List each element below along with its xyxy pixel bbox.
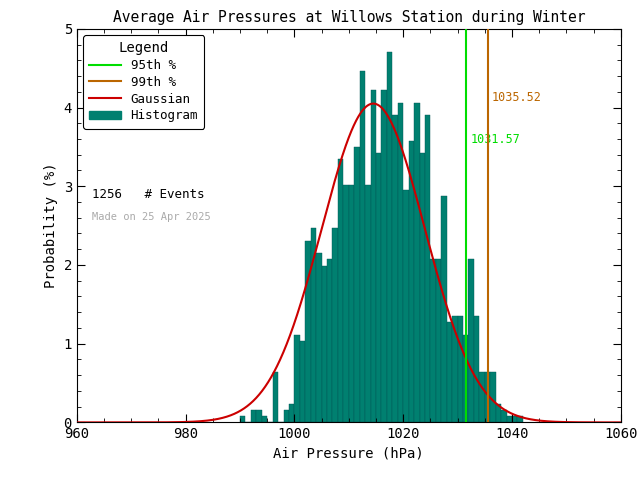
Bar [262, 416, 268, 422]
Bar [381, 90, 387, 422]
Bar [371, 90, 376, 422]
Text: 1035.52: 1035.52 [492, 91, 542, 104]
Bar [425, 115, 431, 422]
Bar [300, 341, 305, 422]
Legend: 95th %, 99th %, Gaussian, Histogram: 95th %, 99th %, Gaussian, Histogram [83, 35, 204, 129]
Bar [414, 103, 420, 422]
Bar [251, 410, 257, 422]
Text: 1256   # Events: 1256 # Events [92, 188, 205, 201]
Bar [392, 115, 398, 422]
Bar [360, 72, 365, 422]
Bar [447, 323, 452, 422]
Bar [420, 153, 425, 422]
Bar [257, 410, 262, 422]
Bar [349, 185, 355, 422]
Bar [398, 103, 403, 422]
Y-axis label: Probability (%): Probability (%) [44, 163, 58, 288]
Bar [344, 185, 349, 422]
Bar [409, 141, 414, 422]
Bar [376, 153, 381, 422]
Bar [333, 228, 338, 422]
Bar [403, 190, 409, 422]
Bar [512, 416, 518, 422]
Bar [431, 260, 436, 422]
Bar [284, 410, 289, 422]
Bar [479, 372, 485, 422]
Bar [289, 404, 294, 422]
Bar [311, 228, 316, 422]
Text: 1031.57: 1031.57 [470, 133, 520, 146]
Title: Average Air Pressures at Willows Station during Winter: Average Air Pressures at Willows Station… [113, 10, 585, 25]
Bar [273, 372, 278, 422]
Bar [468, 260, 474, 422]
Bar [485, 372, 490, 422]
Bar [442, 196, 447, 422]
Bar [240, 416, 246, 422]
Bar [316, 253, 322, 422]
Bar [458, 316, 463, 422]
Bar [474, 316, 479, 422]
Text: Made on 25 Apr 2025: Made on 25 Apr 2025 [92, 212, 211, 222]
Bar [305, 240, 311, 422]
Bar [452, 316, 458, 422]
Bar [322, 266, 327, 422]
Bar [294, 335, 300, 422]
Bar [496, 404, 501, 422]
Bar [327, 260, 333, 422]
Bar [436, 260, 442, 422]
Bar [338, 159, 344, 422]
Bar [501, 410, 507, 422]
Bar [507, 416, 512, 422]
Bar [365, 185, 371, 422]
Bar [490, 372, 496, 422]
Bar [355, 147, 360, 422]
Bar [387, 52, 392, 422]
X-axis label: Air Pressure (hPa): Air Pressure (hPa) [273, 447, 424, 461]
Bar [463, 335, 468, 422]
Bar [518, 416, 523, 422]
